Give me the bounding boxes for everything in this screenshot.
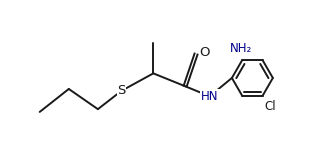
Text: O: O	[199, 46, 209, 59]
Text: Cl: Cl	[264, 100, 276, 113]
Text: S: S	[117, 84, 126, 97]
Text: NH₂: NH₂	[230, 42, 252, 55]
Text: HN: HN	[201, 90, 218, 103]
